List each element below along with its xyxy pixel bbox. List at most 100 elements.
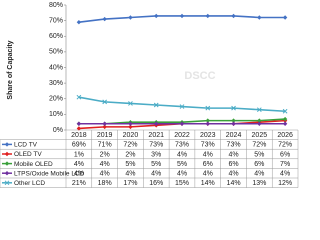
y-axis-title: Share of Capacity xyxy=(7,40,14,99)
legend-label: OLED TV xyxy=(14,151,42,158)
watermark: DSCC xyxy=(184,70,215,82)
marker xyxy=(128,121,133,126)
x-tick-label: 2022 xyxy=(174,132,190,139)
table-value: 18% xyxy=(98,180,112,187)
marker xyxy=(4,161,10,166)
table-value: 6% xyxy=(280,151,290,158)
marker xyxy=(282,121,288,126)
marker xyxy=(102,121,107,126)
marker xyxy=(102,124,107,130)
marker xyxy=(282,15,288,20)
marker xyxy=(205,105,211,111)
marker xyxy=(102,16,107,22)
y-tick-label: 80% xyxy=(49,2,63,9)
marker xyxy=(4,151,10,157)
x-tick-label: 2023 xyxy=(200,132,216,139)
table-value: 12% xyxy=(278,180,292,187)
marker xyxy=(128,15,133,20)
y-tick-label: 60% xyxy=(49,33,63,40)
marker xyxy=(257,15,262,20)
legend-label: Mobile OLED xyxy=(14,161,53,168)
marker xyxy=(128,101,133,106)
table-value: 21% xyxy=(72,180,86,187)
table-value: 72% xyxy=(278,142,292,149)
x-tick-label: 2020 xyxy=(123,132,139,139)
table-value: 4% xyxy=(100,171,110,178)
marker xyxy=(102,99,108,105)
table-value: 4% xyxy=(177,171,187,178)
table-value: 15% xyxy=(175,180,189,187)
marker xyxy=(179,121,185,126)
marker xyxy=(4,180,10,186)
y-tick-label: 50% xyxy=(49,49,63,56)
table-value: 6% xyxy=(254,161,264,168)
chart: Share of Capacity DSCC 0% 10% 20% 30% 40% 50%… xyxy=(0,2,299,188)
marker xyxy=(256,107,262,113)
marker xyxy=(153,102,159,108)
marker xyxy=(231,121,236,126)
legend-label: LTPS/Oxide Mobile LCD xyxy=(14,170,85,177)
x-tick-label: 2025 xyxy=(252,132,268,139)
table-value: 6% xyxy=(228,161,238,168)
x-tick-label: 2018 xyxy=(71,132,87,139)
marker xyxy=(154,121,159,126)
x-tick-label: 2024 xyxy=(226,132,242,139)
table-value: 73% xyxy=(149,142,163,149)
table-value: 2% xyxy=(100,151,110,158)
table-value: 14% xyxy=(201,180,215,187)
marker xyxy=(76,19,82,25)
marker xyxy=(128,124,133,130)
x-tick-label: 2021 xyxy=(148,132,164,139)
table-value: 4% xyxy=(74,171,84,178)
table-value: 4% xyxy=(254,171,264,178)
table-value: 5% xyxy=(177,161,187,168)
marker xyxy=(179,104,185,109)
marker xyxy=(231,13,236,19)
table-value: 72% xyxy=(123,142,137,149)
table-value: 6% xyxy=(203,161,213,168)
table-value: 4% xyxy=(100,161,110,168)
x-tick-label: 2019 xyxy=(97,132,113,139)
table-value: 73% xyxy=(201,142,215,149)
marker xyxy=(154,13,159,19)
legend-label: Other LCD xyxy=(14,180,45,187)
marker xyxy=(282,116,288,122)
series-line xyxy=(78,96,286,113)
marker xyxy=(205,121,210,126)
marker xyxy=(257,121,262,126)
table-value: 72% xyxy=(252,142,266,149)
table-value: 3% xyxy=(151,151,161,158)
table-value: 5% xyxy=(125,161,135,168)
marker xyxy=(179,13,185,19)
table-value: 71% xyxy=(98,142,112,149)
legend-label: LCD TV xyxy=(14,142,38,149)
marker xyxy=(231,118,236,123)
y-tick-label: 10% xyxy=(49,111,63,118)
y-tick-label: 0% xyxy=(53,127,63,134)
table-value: 69% xyxy=(72,142,86,149)
table-value: 13% xyxy=(252,180,266,187)
table-value: 4% xyxy=(203,151,213,158)
table-value: 4% xyxy=(280,171,290,178)
y-tick-label: 20% xyxy=(49,96,63,103)
y-tick-label: 30% xyxy=(49,80,63,87)
marker xyxy=(205,118,210,123)
table-value: 73% xyxy=(227,142,241,149)
marker xyxy=(4,142,10,147)
marker xyxy=(282,108,288,114)
table-value: 5% xyxy=(151,161,161,168)
marker xyxy=(4,171,10,176)
table-value: 16% xyxy=(149,180,163,187)
table-value: 14% xyxy=(227,180,241,187)
marker xyxy=(76,94,82,100)
table-value: 73% xyxy=(175,142,189,149)
table-value: 4% xyxy=(228,171,238,178)
table-value: 4% xyxy=(203,171,213,178)
table-value: 4% xyxy=(177,151,187,158)
table-value: 2% xyxy=(125,151,135,158)
marker xyxy=(205,13,210,19)
table-value: 4% xyxy=(125,171,135,178)
table-value: 5% xyxy=(254,151,264,158)
y-tick-label: 40% xyxy=(49,64,63,71)
table-value: 4% xyxy=(228,151,238,158)
